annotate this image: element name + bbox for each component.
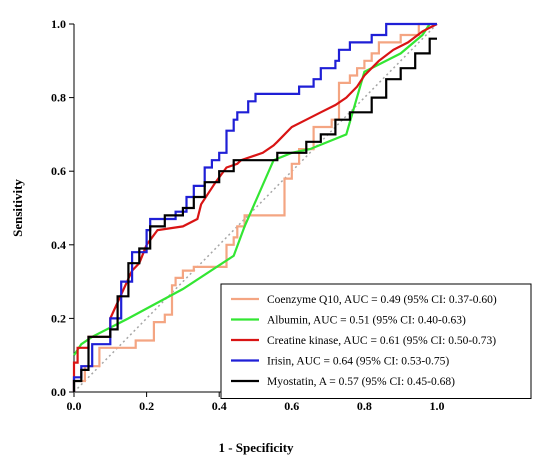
reference-diagonal-line <box>73 23 438 393</box>
plot-area: 0.0 0.2 0.4 0.6 0.8 1.0 0.0 0.2 0.4 0.6 0.8 1.0 <box>51 17 445 413</box>
legend: Coenzyme Q10, AUC = 0.49 (95% CI: 0.37-0… <box>220 283 532 399</box>
roc-series-line-5 <box>72 37 437 392</box>
y-tick-label: 0.0 <box>51 385 66 399</box>
y-tick-label: 0.2 <box>51 311 66 325</box>
y-axis-title: Sensitivity <box>10 179 25 237</box>
y-tick-label: 0.4 <box>51 238 66 252</box>
x-tick-label: 0.6 <box>284 399 299 413</box>
x-tick-label: 0.4 <box>212 399 227 413</box>
x-tick-label: 0.8 <box>357 399 372 413</box>
legend-entry-label: Creatine kinase, AUC = 0.61 (95% CI: 0.5… <box>267 335 496 347</box>
y-tick-label: 1.0 <box>51 17 66 31</box>
legend-box <box>220 283 532 399</box>
y-tick-label: 0.8 <box>51 91 66 105</box>
x-tick-label: 1.0 <box>430 399 445 413</box>
legend-entry-label: Myostatin, A = 0.57 (95% CI: 0.45-0.68) <box>267 376 455 388</box>
x-tick-label: 0.2 <box>139 399 154 413</box>
y-tick-label: 0.6 <box>51 164 66 178</box>
x-axis-title: 1 - Specificity <box>218 440 294 455</box>
roc-series-line-4 <box>72 22 437 392</box>
x-tick-label: 0.0 <box>67 399 82 413</box>
legend-entry-label: Coenzyme Q10, AUC = 0.49 (95% CI: 0.37-0… <box>267 294 497 306</box>
legend-entry-label: Irisin, AUC = 0.64 (95% CI: 0.53-0.75) <box>267 356 449 368</box>
legend-entry-label: Albumin, AUC = 0.51 (95% CI: 0.40-0.63) <box>267 315 466 327</box>
